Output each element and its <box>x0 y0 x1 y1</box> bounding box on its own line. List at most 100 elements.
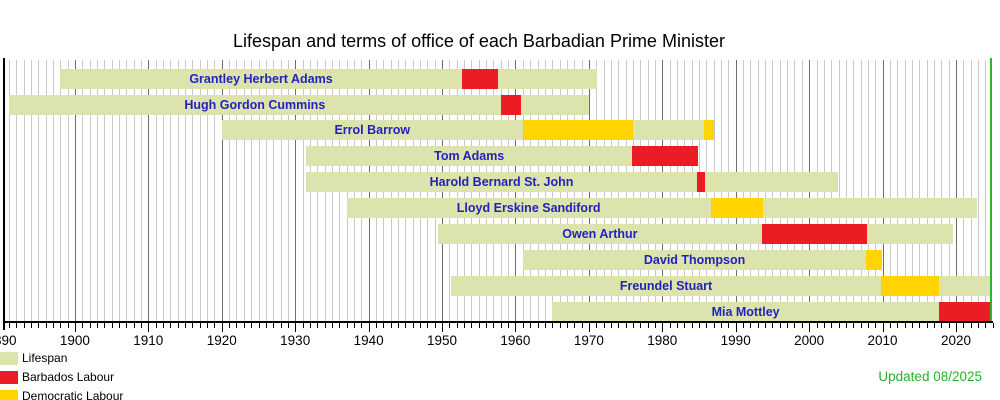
axis-tick-label: 1930 <box>280 333 311 348</box>
gridline-year <box>67 60 69 321</box>
axis-tick-minor <box>706 322 708 328</box>
axis-tick-major <box>735 322 737 332</box>
gridline-year <box>60 60 62 321</box>
gridline-year <box>845 60 847 321</box>
present-day-line <box>989 58 992 322</box>
axis-tick-minor <box>104 322 106 328</box>
gridline-year <box>926 60 928 321</box>
axis-tick-label: 2010 <box>867 333 898 348</box>
gridline-decade <box>221 60 223 321</box>
gridline-year <box>985 60 987 321</box>
lifespan-bar <box>450 276 992 296</box>
gridline-year <box>155 60 157 321</box>
axis-tick-label: 1900 <box>59 333 90 348</box>
axis-tick-minor <box>229 322 231 328</box>
gridline-year <box>948 60 950 321</box>
axis-tick-minor <box>933 322 935 328</box>
axis-tick-minor <box>192 322 194 328</box>
axis-tick-minor <box>926 322 928 328</box>
legend-label: Lifespan <box>22 351 68 365</box>
axis-tick-minor <box>860 322 862 328</box>
axis-tick-minor <box>985 322 987 328</box>
axis-tick-minor <box>669 322 671 328</box>
axis-tick-minor <box>170 322 172 328</box>
axis-tick-minor <box>757 322 759 328</box>
term-bar-blp <box>762 224 868 244</box>
gridline-year <box>978 60 979 321</box>
pm-name-label: Lloyd Erskine Sandiford <box>456 201 601 215</box>
axis-tick-major <box>882 322 884 332</box>
axis-tick-minor <box>750 322 752 328</box>
gridline-year <box>170 60 172 321</box>
gridline-year <box>185 60 186 321</box>
gridline-year <box>265 60 267 321</box>
axis-tick-minor <box>199 322 201 328</box>
axis-tick-minor <box>625 322 627 328</box>
gridline-year <box>273 60 275 321</box>
gridline-year <box>192 60 194 321</box>
gridline-year <box>875 60 877 321</box>
pm-name-label: Hugh Gordon Cummins <box>184 98 326 112</box>
axis-tick-minor <box>331 322 333 328</box>
axis-tick-minor <box>420 322 421 328</box>
axis-tick-minor <box>721 322 722 328</box>
axis-tick-minor <box>361 322 363 328</box>
axis-tick-label: 1990 <box>720 333 751 348</box>
gridline-year <box>280 60 282 321</box>
gridline-year <box>52 60 54 321</box>
gridline-year <box>860 60 862 321</box>
axis-tick-minor <box>126 322 128 328</box>
axis-tick-minor <box>207 322 209 328</box>
gridline-year <box>911 60 913 321</box>
axis-tick-minor <box>464 322 465 328</box>
gridline-year <box>177 60 179 321</box>
term-bar-blp <box>461 69 499 89</box>
axis-tick-major <box>148 322 150 332</box>
gridline-year <box>229 60 231 321</box>
axis-tick-minor <box>317 322 319 328</box>
gridline-year <box>38 60 40 321</box>
gridline-year <box>853 60 855 321</box>
lifespan-bar <box>8 95 589 115</box>
axis-tick-minor <box>427 322 429 328</box>
gridline-year <box>933 60 935 321</box>
term-bar-dlp <box>866 250 882 270</box>
axis-tick-minor <box>904 322 906 328</box>
pm-name-label: Grantley Herbert Adams <box>189 72 333 86</box>
axis-tick-minor <box>618 322 620 328</box>
lifespan-bar <box>552 302 992 322</box>
gridline-decade <box>956 60 957 321</box>
axis-tick-minor <box>713 322 715 328</box>
axis-tick-minor <box>530 322 532 328</box>
legend-label: Democratic Labour <box>22 389 124 400</box>
axis-tick-label: 1960 <box>500 333 531 348</box>
axis-tick-minor <box>566 322 568 328</box>
legend-swatch-dlp <box>0 390 18 400</box>
axis-tick-minor <box>449 322 451 328</box>
axis-tick-minor <box>919 322 921 328</box>
axis-tick-minor <box>383 322 385 328</box>
axis-tick-minor <box>867 322 869 328</box>
axis-tick-minor <box>897 322 899 328</box>
y-axis-line <box>3 58 5 330</box>
axis-tick-minor <box>309 322 311 328</box>
axis-tick-minor <box>743 322 744 328</box>
gridline-year <box>8 60 10 321</box>
axis-tick-minor <box>853 322 855 328</box>
legend-label: Barbados Labour <box>22 370 115 384</box>
gridline-year <box>941 60 943 321</box>
axis-tick-minor <box>30 322 32 328</box>
gridline-year <box>838 60 840 321</box>
axis-tick-minor <box>772 322 774 328</box>
axis-tick-minor <box>699 322 700 328</box>
axis-tick-minor <box>258 322 260 328</box>
axis-tick-minor <box>537 322 539 328</box>
axis-tick-minor <box>236 322 238 328</box>
gridline-year <box>214 60 216 321</box>
axis-tick-minor <box>911 322 913 328</box>
lifespan-bar <box>346 198 978 218</box>
axis-tick-minor <box>610 322 612 328</box>
axis-tick-minor <box>765 322 767 328</box>
axis-tick-label: 1970 <box>573 333 604 348</box>
axis-tick-major <box>662 322 664 332</box>
